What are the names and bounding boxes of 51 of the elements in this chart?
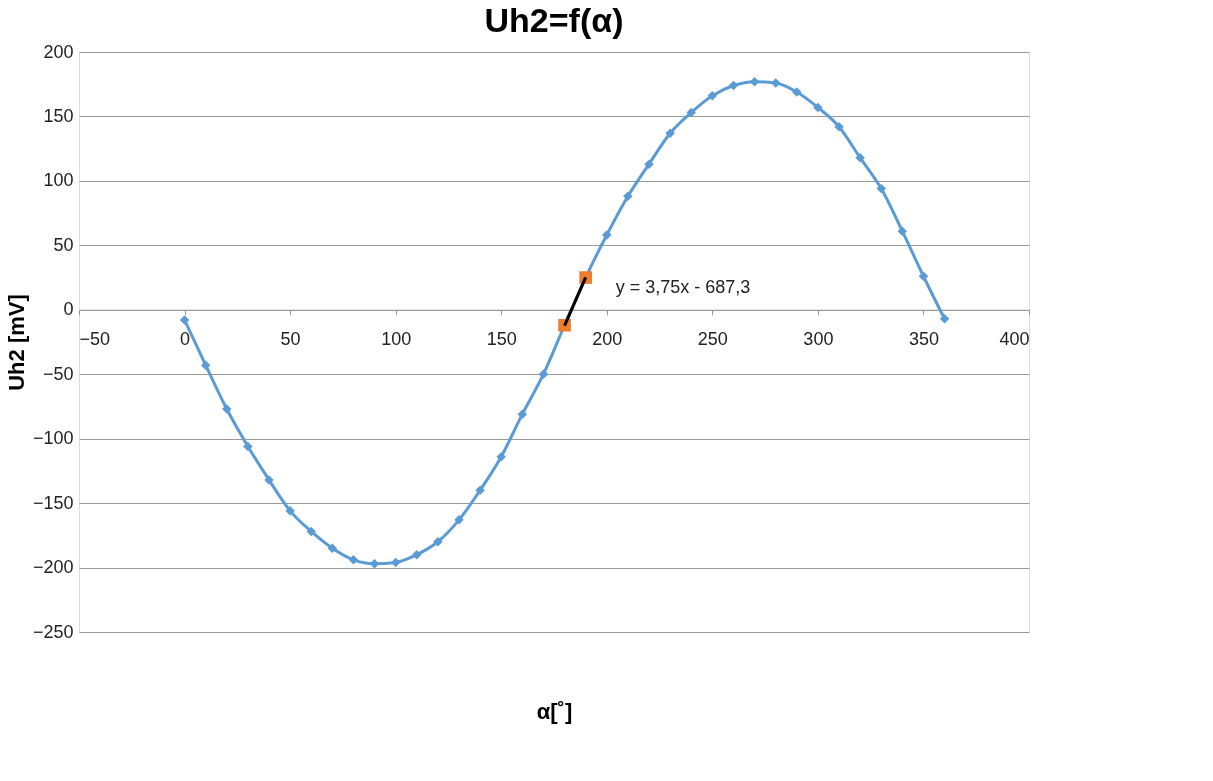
- point: [517, 409, 528, 419]
- x-tick-label: 400: [999, 329, 1030, 350]
- point: [665, 128, 675, 138]
- point: [855, 152, 865, 163]
- point: [897, 226, 908, 236]
- x-tick-label: 250: [697, 329, 728, 350]
- point: [623, 191, 633, 202]
- point: [390, 557, 401, 568]
- point: [306, 526, 316, 537]
- point: [939, 314, 950, 324]
- point: [348, 555, 359, 565]
- point: [433, 537, 443, 547]
- point: [749, 76, 760, 87]
- point: [412, 549, 422, 560]
- y-tick-label: −250: [32, 621, 74, 642]
- x-tick-label: 200: [592, 329, 623, 350]
- point: [918, 271, 929, 282]
- x-tick-label: 150: [486, 329, 517, 350]
- point: [686, 107, 696, 118]
- point: [707, 91, 718, 101]
- annotation: y = 3,75x - 687,3: [615, 276, 751, 297]
- y-tick-label: 150: [43, 105, 74, 126]
- y-tick-label: −100: [32, 428, 74, 449]
- point: [475, 485, 485, 495]
- point: [792, 87, 802, 97]
- y-tick-label: 50: [53, 234, 74, 255]
- y-tick-label: −50: [42, 363, 74, 384]
- x-tick-label: 50: [280, 329, 301, 350]
- point: [876, 183, 886, 194]
- y-tick-label: 100: [43, 170, 74, 191]
- x-tick-label: 350: [908, 329, 939, 350]
- chart-title: Uh2=f(α): [484, 1, 624, 39]
- point: [200, 360, 211, 370]
- point: [728, 80, 739, 91]
- point: [327, 543, 338, 553]
- y-tick-label: −150: [32, 492, 74, 513]
- point: [179, 315, 190, 325]
- y-axis-title: Uh2 [mV]: [3, 294, 29, 391]
- x-tick-label: −50: [79, 329, 111, 350]
- x-tick-label: 100: [381, 329, 412, 350]
- point: [813, 102, 823, 113]
- y-tick-label: 0: [63, 299, 74, 320]
- x-axis-title: α[˚]: [536, 698, 573, 724]
- point: [538, 369, 549, 379]
- point: [243, 441, 253, 452]
- y-tick-label: −200: [32, 557, 74, 578]
- x-tick-label: 300: [803, 329, 834, 350]
- y-tick-label: 200: [43, 41, 74, 62]
- point: [496, 451, 506, 462]
- x-tick-label: 0: [180, 329, 191, 350]
- point: [285, 506, 295, 516]
